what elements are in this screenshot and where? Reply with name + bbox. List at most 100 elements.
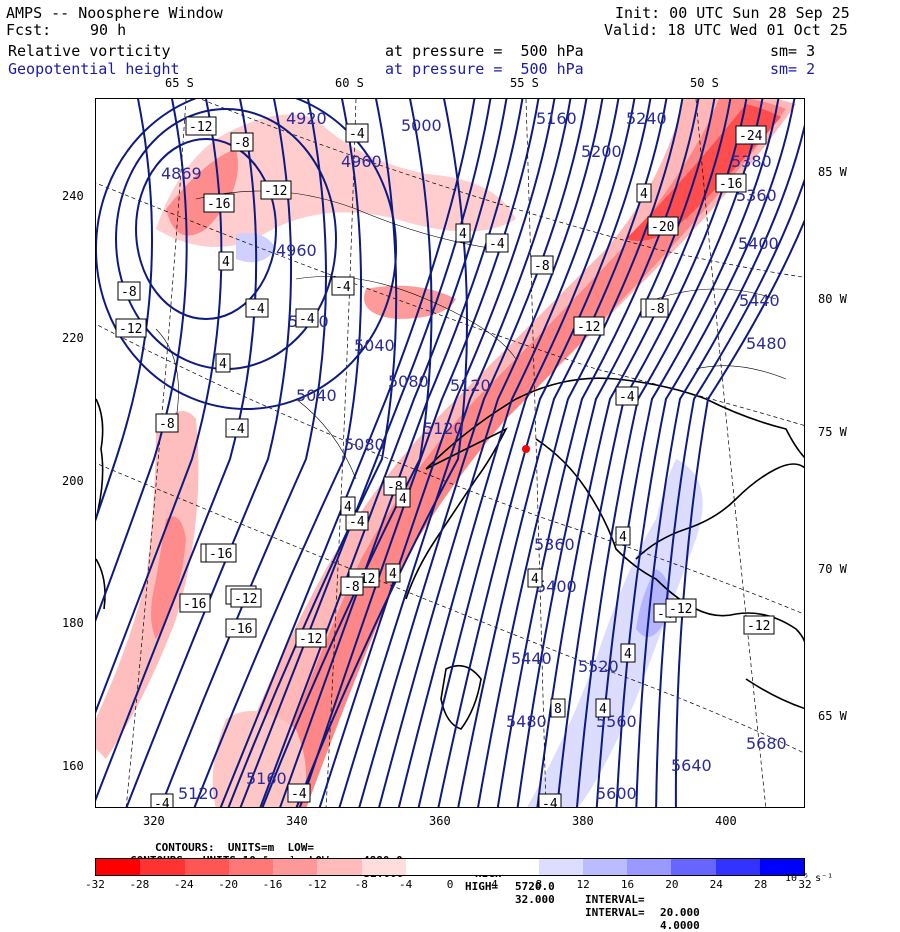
height-contour-line (674, 219, 804, 807)
vorticity-label: 4 (395, 488, 411, 508)
field1-pressure: at pressure = 500 hPa (385, 42, 584, 60)
height-contour-line (239, 99, 492, 807)
vorticity-labels: -12-8-4 -24-16-12 -16-84-20-44-8-4-12-4-44… (115, 116, 775, 807)
height-contour-line (477, 99, 684, 807)
vorticity-label: -24 (735, 125, 767, 145)
vorticity-label: -12 (185, 116, 217, 136)
vorticity-label: 4 (455, 223, 471, 243)
colorbar-units: 10⁻⁵ s⁻¹ (785, 873, 834, 884)
svg-text:4: 4 (619, 530, 627, 545)
svg-text:4: 4 (599, 702, 607, 717)
left-tick: 180 (62, 616, 84, 630)
contour-units-label: CONTOURS: UNITS=m LOW= (155, 841, 314, 854)
vorticity-label: -4 (287, 783, 311, 803)
colorbar-label: 24 (709, 878, 723, 891)
coastline (96, 377, 804, 730)
colorbar-label: 28 (754, 878, 768, 891)
svg-text:4: 4 (344, 500, 352, 515)
svg-text:4: 4 (222, 255, 230, 270)
height-label: 5120 (423, 419, 464, 438)
svg-text:-12: -12 (747, 619, 770, 634)
top-lat-label: 50 S (690, 76, 719, 90)
vorticity-label: -16 (203, 193, 235, 213)
height-label: 5360 (534, 535, 575, 554)
height-label: 5040 (296, 386, 337, 405)
svg-text:-4: -4 (489, 237, 505, 252)
height-contour-line (496, 99, 700, 807)
field1-smoothing: sm= 3 (770, 42, 816, 60)
vorticity-label: -12 (743, 615, 775, 635)
height-contour-line (516, 99, 716, 807)
svg-text:-16: -16 (229, 622, 252, 637)
svg-text:-4: -4 (291, 787, 307, 802)
top-lat-label: 65 S (165, 76, 194, 90)
colorbar-cell (405, 859, 450, 875)
vorticity-label: 4 (340, 496, 356, 516)
svg-text:-12: -12 (264, 184, 287, 199)
forecast-label: Fcst: (6, 21, 52, 39)
left-tick: 220 (62, 331, 84, 345)
colorbar-label: 12 (576, 878, 590, 891)
field2-smoothing: sm= 2 (770, 60, 816, 78)
height-label: 5380 (731, 152, 772, 171)
vorticity-label: -8 (530, 255, 554, 275)
svg-text:-24: -24 (739, 129, 763, 144)
height-label: 5680 (746, 734, 787, 753)
height-labels: 4920 5000 5160 5240 4960 5200 5380 5360 4869 4960… (161, 109, 787, 803)
colorbar-label: -24 (173, 878, 194, 891)
height-label: 5120 (450, 376, 491, 395)
map-canvas: 4920 5000 5160 5240 4960 5200 5380 5360 4869 4960… (96, 99, 804, 807)
height-label: 5080 (388, 372, 429, 391)
svg-text:-4: -4 (229, 422, 245, 437)
height-label: 5480 (506, 712, 547, 731)
vorticity-label: 4 (620, 643, 636, 663)
colorbar-label: -4 (399, 878, 413, 891)
colorbar-label: -16 (262, 878, 283, 891)
bottom-tick: 380 (572, 814, 594, 828)
colorbar-cell (715, 859, 760, 875)
svg-text:-20: -20 (651, 220, 674, 235)
height-label: 4960 (341, 152, 382, 171)
svg-text:-4: -4 (619, 390, 635, 405)
height-contour-line (96, 99, 188, 622)
height-contour-line (96, 99, 153, 522)
colorbar-cell (538, 859, 583, 875)
left-tick: 160 (62, 759, 84, 773)
vorticity-label: -16 (179, 593, 211, 613)
colorbar-label: 32 (798, 878, 812, 891)
valid-time: Valid: 18 UTC Wed 01 Oct 25 (604, 21, 848, 39)
height-contour-line (295, 99, 468, 807)
field2-pressure: at pressure = 500 hPa (385, 60, 584, 78)
colorbar-label: -28 (129, 878, 150, 891)
height-label: 5440 (739, 291, 780, 310)
vorticity-label: -4 (538, 793, 562, 807)
contour-high: 5720.0 (515, 880, 555, 893)
height-contour-closed (96, 99, 397, 410)
height-label: 5400 (536, 577, 577, 596)
height-contour-line (536, 99, 732, 807)
vorticity-label: -4 (331, 276, 355, 296)
vorticity-label: -12 (115, 318, 147, 338)
vorticity-label: -16 (715, 173, 747, 193)
left-tick: 240 (62, 189, 84, 203)
height-label: 5640 (671, 756, 712, 775)
vorticity-label: -4 (345, 511, 369, 531)
svg-text:-16: -16 (207, 197, 230, 212)
height-contour-line (338, 99, 572, 807)
svg-text:-8: -8 (344, 580, 360, 595)
colorbar-cell (361, 859, 406, 875)
height-label: 5480 (746, 334, 787, 353)
svg-text:-4: -4 (249, 302, 265, 317)
svg-text:-8: -8 (159, 417, 175, 432)
height-contour-line (259, 99, 508, 807)
svg-text:-8: -8 (534, 259, 550, 274)
svg-text:-12: -12 (669, 602, 692, 617)
height-label: 5160 (246, 769, 287, 788)
svg-text:4: 4 (459, 227, 467, 242)
field1-name: Relative vorticity (8, 42, 171, 60)
svg-text:-8: -8 (234, 136, 250, 151)
right-lon-label: 85 W (818, 165, 847, 179)
svg-text:4: 4 (389, 567, 397, 582)
top-lat-label: 60 S (335, 76, 364, 90)
colorbar-cell (582, 859, 627, 875)
